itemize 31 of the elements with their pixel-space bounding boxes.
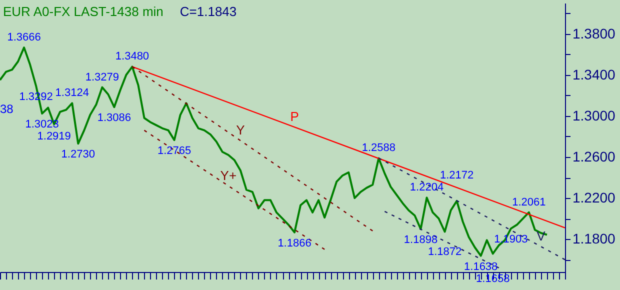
chart-subtitle: C=1.1843 (180, 4, 237, 19)
series-label: Y (236, 122, 246, 138)
annotation: 1.2588 (362, 142, 396, 154)
series-label: P (290, 109, 299, 124)
annotation: 1.3124 (55, 87, 89, 100)
annotation: 1.3023 (25, 118, 59, 131)
y-tick-label: 1.2200 (572, 190, 616, 206)
y-tick-label: 1.1800 (572, 230, 616, 247)
annotation: 1.1898 (404, 234, 438, 246)
y-tick-label: 1.3800 (572, 25, 616, 42)
series-label: Y+ (220, 168, 237, 183)
y-tick-label: 1.3000 (572, 107, 616, 124)
annotation: 1.2204 (410, 182, 444, 194)
annotation: 1.1638 (464, 260, 498, 273)
annotation: 38 (0, 102, 14, 116)
annotation: 1.3279 (85, 71, 120, 84)
annotation: 1.2765 (157, 145, 192, 158)
y-tick-label: 1.3400 (572, 66, 616, 82)
annotation: 1.3666 (7, 32, 41, 44)
annotation: 1.2730 (61, 148, 95, 161)
annotation: 1.3480 (115, 50, 150, 63)
annotation: 1.1866 (278, 237, 312, 250)
annotation: 1.2919 (37, 130, 71, 143)
annotation: 1.1658 (476, 272, 510, 285)
annotation: 1.3086 (97, 112, 132, 124)
annotation: 1.2172 (440, 170, 474, 182)
annotation: 1.2061 (512, 196, 546, 208)
chart-title: EUR A0-FX LAST-1438 min (3, 4, 164, 19)
line-series (0, 46, 548, 257)
annotation: 1.1872 (428, 246, 462, 258)
y-tick-label: 1.2600 (572, 148, 616, 165)
